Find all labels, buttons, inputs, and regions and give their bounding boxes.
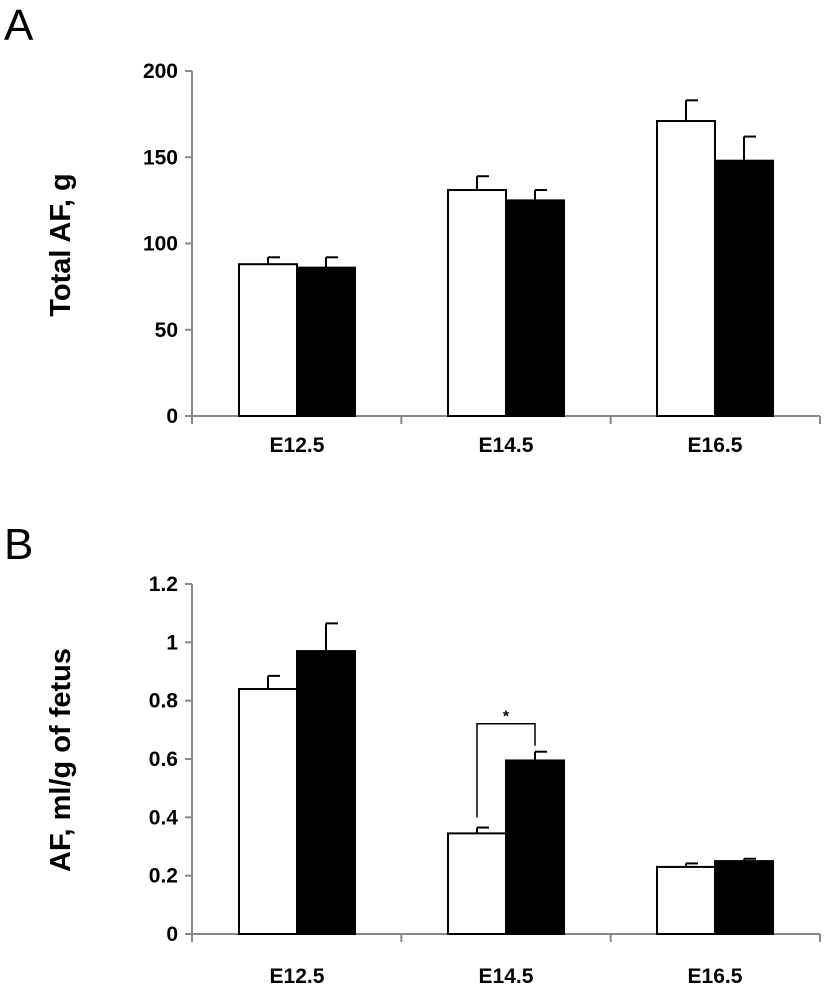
panel-b-y-tick-label: 0.6 [149, 748, 178, 771]
panel-b-x-tick-label: E16.5 [688, 965, 743, 988]
panel-b-y-tick-label: 0.8 [149, 690, 179, 713]
panel-b-bar-black-e16-5 [714, 860, 774, 935]
panel-b-x-tick-label: E14.5 [479, 965, 534, 988]
panel-a-y-tick-label: 50 [155, 319, 178, 342]
panel-b-y-axis-title: AF, ml/g of fetus [45, 648, 77, 872]
panel-a-bar-black-e16-5 [714, 159, 774, 417]
panel-b-bar-black-e14-5 [505, 759, 565, 935]
panel-b-bar-white-e16-5 [656, 865, 716, 936]
panel-b-significance-label: * [503, 709, 510, 726]
panel-a-y-tick-label: 150 [143, 146, 178, 169]
panel-b-y-tick-label: 0.2 [149, 865, 178, 888]
plot-layer: 0 50 100 150 200 E12.5 E14.5 E16.5 0 0.2 0.4 0.6 0.8… [143, 60, 821, 988]
panel-letter-a: A [4, 1, 34, 50]
panel-a-bar-black-e14-5 [505, 199, 565, 417]
panel-b-y-tick-label: 1.2 [149, 573, 178, 596]
panel-a-y-tick-label: 100 [143, 233, 178, 256]
panel-a-y-axis-title: Total AF, g [45, 173, 77, 316]
panel-b-y-tick-label: 0.4 [149, 806, 179, 829]
panel-a-x-tick-label: E12.5 [270, 434, 325, 457]
panel-b-bar-white-e12-5 [238, 688, 298, 935]
panel-a-bar-white-e14-5 [447, 189, 507, 417]
panel-b-bar-black-e12-5 [296, 650, 356, 935]
panel-b-significance-bracket [476, 722, 536, 818]
panel-b-y-tick-label: 1 [166, 631, 178, 654]
panel-a-y-tick-label: 200 [143, 60, 178, 83]
panel-a-x-tick-label: E16.5 [688, 434, 743, 457]
panel-b-y-tick-label: 0 [166, 923, 178, 946]
panel-b-x-tick-label: E12.5 [270, 965, 325, 988]
panel-a-y-tick-label: 0 [166, 405, 178, 428]
panel-a-bar-white-e16-5 [656, 120, 716, 418]
panel-a-x-tick-label: E14.5 [479, 434, 534, 457]
panel-a-bar-black-e12-5 [296, 266, 356, 417]
panel-letter-b: B [4, 520, 33, 569]
panel-a-bar-white-e12-5 [238, 263, 298, 418]
panel-b-bar-white-e14-5 [447, 832, 507, 935]
